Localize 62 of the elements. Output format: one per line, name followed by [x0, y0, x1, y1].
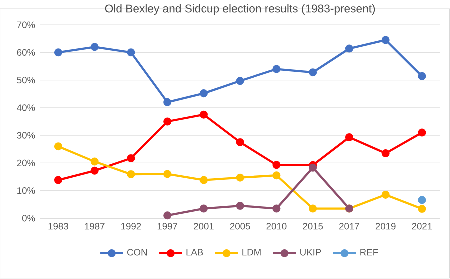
x-tick-label: 2015: [303, 223, 324, 230]
point: [90, 43, 99, 52]
point: [309, 204, 318, 213]
x-tick-label: 2019: [376, 223, 396, 230]
point: [345, 44, 354, 53]
x-tick-label: 2001: [194, 223, 214, 230]
point: [418, 72, 426, 81]
point: [236, 202, 244, 210]
point: [200, 110, 208, 119]
legend-label: CON: [128, 249, 148, 256]
point: [90, 167, 99, 176]
point: [236, 174, 244, 182]
legend-label: LAB: [186, 249, 204, 256]
y-tick-label: 60%: [17, 50, 36, 56]
y-tick-label: 10%: [18, 188, 36, 194]
point: [382, 191, 390, 200]
point: [382, 36, 390, 44]
point: [164, 118, 172, 126]
point: [200, 176, 208, 184]
point: [54, 142, 62, 151]
point: [418, 196, 426, 204]
point: [309, 68, 318, 77]
point: [272, 172, 281, 180]
point: [164, 212, 172, 220]
x-tick-label: 1997: [158, 223, 178, 230]
point: [272, 204, 281, 213]
point: [309, 164, 318, 172]
point: [127, 154, 136, 163]
y-tick-label: 50%: [17, 77, 36, 84]
point: [164, 170, 172, 178]
y-tick-label: 20%: [17, 160, 36, 167]
point: [418, 205, 426, 214]
y-tick-label: 70%: [17, 22, 36, 28]
y-tick-label: 30%: [17, 132, 36, 139]
y-tick-label: 0%: [22, 215, 36, 222]
point: [54, 48, 62, 57]
point: [200, 90, 208, 98]
point: [236, 77, 244, 86]
chart-title: Old Bexley and Sidcup election results (1983-present): [105, 4, 376, 16]
point: [272, 65, 281, 74]
point: [272, 161, 281, 170]
point: [200, 204, 208, 213]
x-tick-label: 2005: [230, 223, 250, 230]
point: [345, 134, 354, 142]
point: [236, 138, 244, 147]
x-tick-label: 2017: [340, 223, 360, 230]
point: [127, 170, 136, 179]
x-tick-label: 1992: [122, 223, 142, 230]
point: [54, 176, 62, 184]
legend-label: REF: [360, 249, 378, 256]
point: [418, 128, 426, 137]
point: [90, 158, 99, 166]
point: [382, 150, 390, 158]
x-tick-label: 2010: [266, 223, 287, 230]
point: [127, 48, 136, 57]
y-tick-label: 40%: [17, 104, 36, 112]
x-tick-label: 2021: [412, 223, 432, 230]
x-tick-label: 1983: [48, 223, 68, 230]
legend-label: LDM: [242, 249, 261, 256]
legend-label: UKIP: [300, 249, 322, 256]
x-tick-label: 1987: [85, 223, 105, 230]
point: [164, 98, 172, 107]
